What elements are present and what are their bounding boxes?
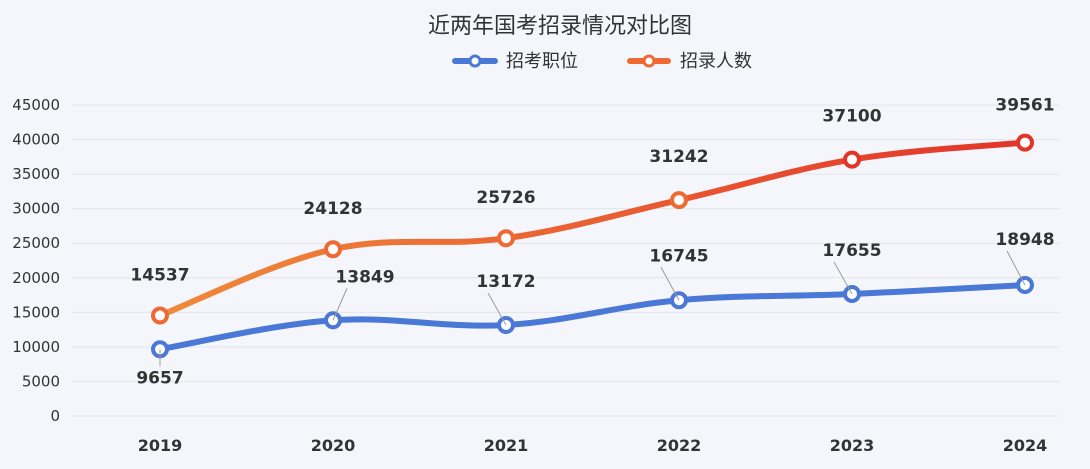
y-axis: 0 5000 10000 15000 20000 25000 30000 35000 40000… (12, 96, 60, 425)
data-label-series-1: 24128 (303, 199, 362, 219)
x-tick-label: 2022 (657, 436, 702, 455)
data-point-series-1 (843, 150, 861, 169)
label-leader-line (332, 288, 348, 321)
x-tick-label: 2023 (830, 436, 875, 455)
data-point-series-1 (324, 240, 342, 259)
y-tick-label: 10000 (12, 338, 60, 356)
chart-title: 近两年国考招录情况对比图 (428, 14, 692, 39)
data-labels: 9657 13849 13172 16745 17655 18948 14537 24128 2… (130, 96, 1054, 389)
series-line-0 (157, 282, 1028, 353)
data-label-series-0: 13849 (335, 267, 394, 287)
legend-item-series-0: 招考职位 (452, 51, 578, 72)
legend-marker-series-0 (468, 54, 482, 68)
x-tick-label: 2019 (138, 436, 183, 455)
label-leader-line (487, 292, 507, 326)
legend-item-series-1: 招录人数 (627, 51, 752, 72)
series-line-1 (157, 139, 1028, 319)
legend-label-series-1: 招录人数 (680, 51, 752, 72)
data-label-series-0: 9657 (136, 368, 183, 388)
y-tick-label: 30000 (12, 200, 60, 218)
label-leader-line (833, 261, 853, 295)
data-point-series-1 (497, 229, 515, 248)
y-tick-label: 25000 (12, 234, 60, 252)
data-label-series-1: 37100 (822, 107, 881, 127)
legend-label-series-0: 招考职位 (506, 51, 578, 72)
gridlines (72, 104, 1060, 417)
data-label-series-1: 39561 (995, 96, 1054, 116)
label-leader-line (1006, 250, 1026, 286)
legend: 招考职位 招录人数 (452, 51, 752, 72)
y-tick-label: 15000 (12, 303, 60, 321)
legend-marker-series-1 (642, 54, 656, 68)
data-label-series-1: 14537 (130, 266, 189, 286)
y-tick-label: 40000 (12, 131, 60, 149)
data-label-series-0: 16745 (649, 246, 708, 266)
data-point-series-1 (670, 191, 688, 210)
y-tick-label: 35000 (12, 165, 60, 183)
x-tick-label: 2021 (484, 436, 529, 455)
data-point-series-1 (151, 306, 169, 325)
data-label-series-1: 25726 (476, 188, 535, 208)
series-layer (151, 133, 1034, 359)
x-tick-label: 2024 (1003, 436, 1048, 455)
data-label-series-1: 31242 (649, 147, 708, 167)
data-label-series-0: 18948 (995, 230, 1054, 250)
y-tick-label: 45000 (12, 96, 60, 114)
data-label-series-0: 13172 (476, 272, 535, 292)
y-tick-label: 5000 (22, 372, 60, 390)
x-axis: 2019 2020 2021 2022 2023 2024 (138, 436, 1048, 455)
y-tick-label: 0 (50, 407, 60, 425)
y-tick-label: 20000 (12, 269, 60, 287)
data-point-series-1 (1016, 133, 1034, 152)
x-tick-label: 2020 (311, 436, 356, 455)
label-leader-line (660, 267, 680, 301)
data-label-series-0: 17655 (822, 241, 881, 261)
